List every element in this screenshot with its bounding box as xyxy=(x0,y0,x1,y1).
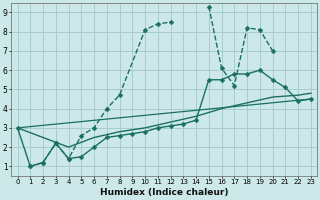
X-axis label: Humidex (Indice chaleur): Humidex (Indice chaleur) xyxy=(100,188,228,197)
